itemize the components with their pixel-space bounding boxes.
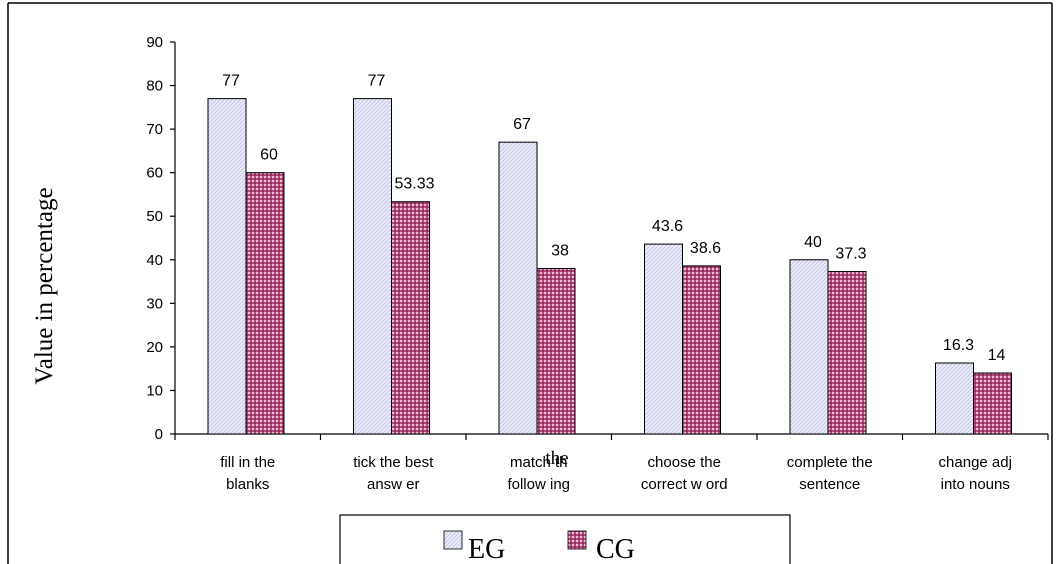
legend-label-cg: CG [596,534,635,564]
y-tick-label: 30 [146,295,163,312]
bar-cg-1 [391,201,430,435]
overlay-text: the [545,448,568,469]
x-tick-label: fill in the [220,454,275,471]
data-label-cg-1: 53.33 [394,176,434,193]
bar-eg-1 [353,98,392,435]
x-tick-label: correct w ord [641,476,728,493]
y-tick-label: 50 [146,208,163,225]
x-tick-label: blanks [226,476,269,493]
y-axis-title: Value in percentage [31,187,58,384]
data-labels: 77 77 67 43.6 40 16.3 60 53.33 38 38.6 37.3 14 [222,73,1005,364]
data-label-eg-1: 77 [368,73,386,90]
legend-box [339,514,791,564]
y-axis-ticks: 0 10 20 30 40 50 60 70 80 90 [146,34,175,443]
y-tick-label: 0 [155,426,163,443]
bar-eg-0 [207,98,247,435]
bar-eg-4 [789,259,829,435]
x-tick-label: follow ing [507,476,570,493]
legend-swatch-eg [443,530,463,550]
data-label-eg-4: 40 [804,234,822,251]
x-tick-label: change adj [939,454,1012,471]
axes [174,42,1049,440]
x-axis-labels: fill in the blanks tick the best answ er mat… [220,454,1012,493]
bar-cg-5 [973,372,1012,435]
data-label-eg-0: 77 [222,73,240,90]
x-tick-label: choose the [648,454,721,471]
bar-eg-3 [644,243,683,435]
x-tick-label: match th [510,454,568,471]
x-tick-label: answ er [367,476,420,493]
data-label-cg-3: 38.6 [690,240,721,257]
y-tick-label: 60 [146,165,163,182]
bar-eg-5 [935,362,974,435]
x-tick-label: complete the [787,454,873,471]
bar-eg-2 [498,141,538,435]
bars [207,98,1012,435]
data-label-eg-2: 67 [513,116,531,133]
data-label-cg-4: 37.3 [835,246,866,263]
y-tick-label: 20 [146,339,163,356]
x-tick-label: sentence [799,476,860,493]
data-label-cg-2: 38 [551,242,569,259]
y-tick-label: 90 [146,34,163,51]
bar-cg-0 [245,172,285,435]
y-tick-label: 10 [146,382,163,399]
data-label-cg-0: 60 [260,147,278,164]
y-tick-label: 70 [146,121,163,138]
y-tick-label: 80 [146,78,163,95]
x-tick-label: tick the best [353,454,434,471]
data-label-cg-5: 14 [988,347,1006,364]
bar-cg-3 [682,265,721,435]
data-label-eg-5: 16.3 [943,337,974,354]
bar-cg-4 [827,271,867,435]
legend-label-eg: EG [468,534,505,564]
legend: EG CG [339,514,791,564]
legend-swatch-cg [567,530,587,550]
bar-cg-2 [536,267,576,435]
x-tick-label: into nouns [941,476,1010,493]
y-tick-label: 40 [146,252,163,269]
data-label-eg-3: 43.6 [652,218,683,235]
